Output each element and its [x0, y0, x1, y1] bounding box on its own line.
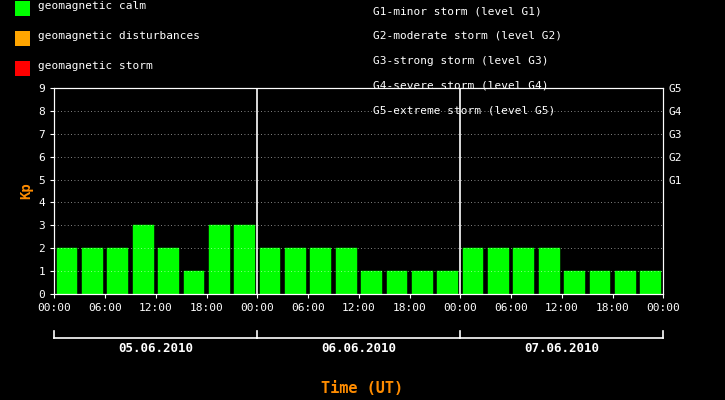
Bar — [133, 225, 154, 294]
Bar — [107, 248, 128, 294]
Bar — [386, 271, 407, 294]
Bar — [589, 271, 610, 294]
Bar — [412, 271, 433, 294]
Bar — [234, 225, 255, 294]
Bar — [57, 248, 78, 294]
Bar — [488, 248, 509, 294]
Bar — [539, 248, 560, 294]
Bar — [437, 271, 458, 294]
Text: 07.06.2010: 07.06.2010 — [524, 342, 600, 355]
Text: geomagnetic calm: geomagnetic calm — [38, 1, 146, 11]
Bar — [260, 248, 281, 294]
Text: geomagnetic storm: geomagnetic storm — [38, 61, 152, 71]
Text: G2-moderate storm (level G2): G2-moderate storm (level G2) — [373, 31, 563, 41]
Y-axis label: Kp: Kp — [19, 183, 33, 199]
Bar — [336, 248, 357, 294]
Bar — [310, 248, 331, 294]
Text: geomagnetic disturbances: geomagnetic disturbances — [38, 31, 199, 41]
Bar — [183, 271, 204, 294]
Bar — [640, 271, 661, 294]
Text: G3-strong storm (level G3): G3-strong storm (level G3) — [373, 56, 549, 66]
Bar — [564, 271, 585, 294]
Text: G1-minor storm (level G1): G1-minor storm (level G1) — [373, 6, 542, 16]
Bar — [463, 248, 484, 294]
Text: G4-severe storm (level G4): G4-severe storm (level G4) — [373, 80, 549, 90]
Bar — [513, 248, 534, 294]
Text: 06.06.2010: 06.06.2010 — [321, 342, 397, 355]
Bar — [82, 248, 103, 294]
Bar — [285, 248, 306, 294]
Text: 05.06.2010: 05.06.2010 — [118, 342, 194, 355]
Text: G5-extreme storm (level G5): G5-extreme storm (level G5) — [373, 105, 555, 115]
Bar — [361, 271, 382, 294]
Bar — [615, 271, 636, 294]
Bar — [209, 225, 230, 294]
Text: Time (UT): Time (UT) — [321, 381, 404, 396]
Bar — [158, 248, 179, 294]
